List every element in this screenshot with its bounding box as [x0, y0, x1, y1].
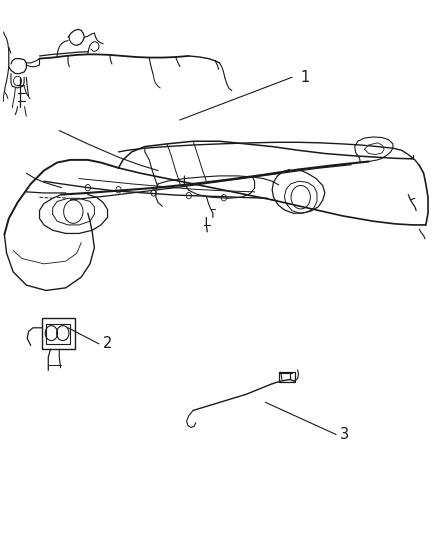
Text: 3: 3	[339, 427, 349, 442]
Text: 1: 1	[300, 70, 309, 85]
Text: 2: 2	[103, 336, 112, 351]
Bar	[42, 318, 74, 349]
Bar	[46, 324, 70, 344]
